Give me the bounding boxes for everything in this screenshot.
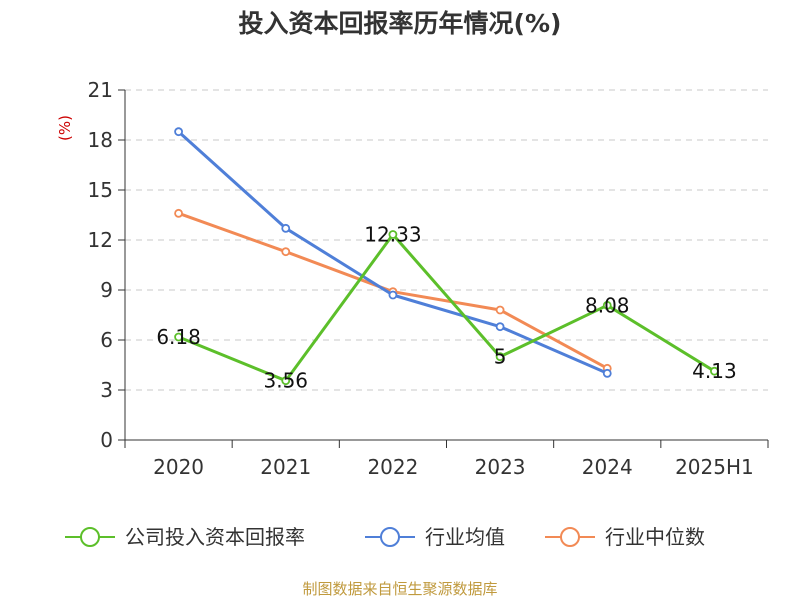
legend-item-1: 行业均值	[365, 525, 505, 549]
series-point-1	[388, 290, 398, 300]
series-point-0	[281, 376, 291, 386]
series-point-1	[174, 127, 183, 137]
y-tick-label: 9	[100, 278, 113, 302]
x-tick-label: 2021	[260, 455, 311, 479]
y-tick-label: 15	[88, 178, 113, 202]
series-point-0	[388, 230, 398, 239]
grid-lines	[125, 89, 768, 391]
data-label: 8.08	[585, 293, 630, 317]
legend-swatch-marker	[80, 527, 100, 547]
y-tick-label: 0	[100, 428, 113, 452]
x-tick-label: 2025H1	[675, 455, 754, 479]
series-point-2	[495, 305, 505, 315]
data-label: 5	[494, 345, 507, 369]
legend-label: 公司投入资本回报率	[125, 525, 305, 549]
data-labels: 6.18 3.56 12.33 5 8.08 4.13	[156, 223, 736, 393]
series-point-0	[174, 332, 183, 342]
legend-label: 行业中位数	[605, 525, 705, 549]
y-tick-label: 3	[100, 378, 113, 402]
source-note: 制图数据来自恒生聚源数据库	[302, 580, 497, 598]
legend-item-0: 公司投入资本回报率	[65, 525, 305, 549]
series-lines	[174, 127, 719, 386]
series-line-0	[177, 233, 716, 383]
y-tick-label: 21	[88, 78, 113, 102]
series-point-0	[495, 352, 505, 362]
legend-swatch-marker	[560, 527, 580, 547]
x-tick-label: 2020	[153, 455, 204, 479]
data-label: 6.18	[156, 325, 201, 349]
data-label: 12.33	[364, 223, 421, 247]
series-point-2	[174, 208, 183, 218]
legend-label: 行业均值	[425, 525, 505, 549]
series-point-1	[281, 223, 291, 233]
series-point-2	[281, 247, 291, 257]
legend-item-2: 行业中位数	[545, 525, 705, 549]
x-tick-label: 2022	[367, 455, 418, 479]
y-tick-label: 6	[100, 328, 113, 352]
y-tick-label: 18	[88, 128, 113, 152]
series-point-0	[602, 300, 612, 310]
y-tick-label: 12	[88, 228, 113, 252]
x-tick-label: 2023	[475, 455, 526, 479]
x-tick-label: 2024	[582, 455, 633, 479]
data-label: 4.13	[692, 359, 737, 383]
chart-title: 投入资本回报率历年情况(%)	[239, 9, 562, 38]
y-axis-unit: (%)	[56, 115, 74, 141]
series-point-1	[602, 368, 612, 378]
series-point-0	[710, 366, 719, 376]
data-label: 3.56	[263, 369, 308, 393]
legend-swatch-marker	[380, 527, 400, 547]
legend: 公司投入资本回报率 行业均值 行业中位数	[65, 525, 705, 549]
axes: 0 3 6 9 12 15 18 21 2020 2021 2022 2023 2024 2025H1	[88, 78, 769, 479]
series-point-1	[495, 322, 505, 332]
